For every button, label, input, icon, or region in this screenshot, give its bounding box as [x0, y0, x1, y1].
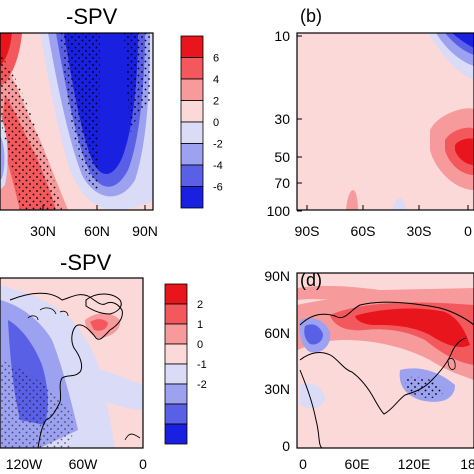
- stipple-continent: [0, 360, 75, 448]
- greenland-positive-core: [90, 319, 108, 331]
- panel-b-y-tick-label: 100: [267, 203, 291, 219]
- left-negative-core: [0, 135, 5, 180]
- colorbar-bottom-swatch: [164, 283, 188, 305]
- colorbar-top-label: 6: [213, 53, 219, 65]
- colorbar-bottom-label: -1: [197, 359, 207, 371]
- coastline-arctic: [299, 301, 474, 326]
- panel-b-field: [297, 33, 474, 210]
- atlantic-negative: [75, 368, 143, 410]
- panel-b-y-tick-label: 50: [274, 149, 290, 165]
- coastline-japan: [447, 358, 456, 370]
- panel-b-x-tick-label: 60S: [351, 223, 376, 239]
- top-right-negative-core: [452, 33, 474, 48]
- colorbar-top-swatch: [180, 35, 204, 58]
- colorbar-top-swatch: [180, 78, 204, 101]
- coastline-south-eurasia: [299, 337, 467, 415]
- panel-d-x-tick-label: 18: [460, 456, 474, 472]
- panel-d-field: [297, 273, 474, 448]
- panel-d: (d): [296, 270, 474, 449]
- colorbar-top-swatch: [180, 143, 204, 166]
- colorbar-bottom-swatch: [164, 423, 188, 445]
- panel-a-frame: [0, 32, 154, 211]
- panel-b-x-tick-label: 0: [464, 223, 472, 239]
- panel-b-y-tick-label: 30: [274, 111, 290, 127]
- bottom-negative-blip: [392, 198, 406, 210]
- panel-b: (b): [296, 6, 474, 211]
- panel-d-x-tick-label: 0: [299, 456, 307, 472]
- colorbar-top-label: 0: [213, 117, 219, 129]
- panel-d-y-tick-label: 90N: [264, 268, 290, 284]
- coastline-arctic-islands: [27, 307, 69, 321]
- lower-right-positive-core: [455, 138, 474, 165]
- colorbar-top-label: 2: [213, 96, 219, 108]
- panel-a: -SPV: [0, 4, 154, 211]
- panel-c-x-tick-label: 0: [139, 456, 147, 472]
- panel-d-frame: [296, 272, 474, 449]
- colorbar-top: 6 4 2 0 -2 -4 -6: [180, 35, 223, 209]
- bottom-positive-blip: [346, 190, 358, 210]
- coastline-europe: [124, 433, 141, 441]
- colorbar-bottom-swatch: [164, 343, 188, 365]
- panel-a-x-tick-label: 90N: [132, 223, 158, 239]
- panel-c-frame: [0, 277, 144, 449]
- panel-d-x-tick-label: 120E: [398, 456, 431, 472]
- colorbar-top-swatch: [180, 100, 204, 123]
- panel-d-y-tick-label: 60N: [264, 325, 290, 341]
- colorbar-bottom-swatch: [164, 323, 188, 345]
- colorbar-top-swatch: [180, 121, 204, 144]
- panel-b-x-tick-label: 30S: [407, 223, 432, 239]
- stipple-negative: [60, 33, 100, 190]
- panel-d-x-tick-label: 60E: [345, 456, 370, 472]
- panel-c-title: -SPV: [60, 250, 112, 275]
- panel-b-y-tick-label: 10: [274, 28, 290, 44]
- panel-b-frame: [296, 32, 474, 211]
- panel-a-title: -SPV: [66, 4, 118, 29]
- colorbar-top-label: -2: [213, 139, 223, 151]
- colorbar-bottom-label: 1: [197, 319, 203, 331]
- coastline-greenland: [85, 293, 122, 315]
- panel-b-x-tick-label: 90S: [295, 223, 320, 239]
- colorbar-bottom-label: 2: [197, 299, 203, 311]
- panel-d-y-tick-label: 0: [282, 438, 290, 454]
- panel-a-x-tick-label: 30N: [30, 223, 56, 239]
- colorbar-top-label: -6: [213, 182, 223, 194]
- panel-c: -SPV: [0, 250, 144, 449]
- coastline-africa: [299, 369, 323, 448]
- colorbar-top-swatch: [180, 57, 204, 80]
- panel-c-x-tick-label: 120W: [6, 456, 43, 472]
- colorbar-bottom-swatch: [164, 303, 188, 325]
- colorbar-top-swatch: [180, 186, 204, 209]
- panel-c-field: [0, 278, 143, 448]
- panel-d-y-tick-label: 30N: [264, 381, 290, 397]
- top-left-strong: [0, 33, 12, 66]
- colorbar-top-label: -4: [213, 160, 223, 172]
- colorbar-bottom-swatch: [164, 363, 188, 385]
- stipple-positive: [0, 55, 62, 210]
- eurasia-positive-core: [355, 308, 470, 347]
- panel-c-x-tick-label: 60W: [69, 456, 99, 472]
- colorbar-bottom-swatch: [164, 383, 188, 405]
- colorbar-bottom-label: 0: [197, 339, 203, 351]
- panel-a-field: [0, 33, 153, 210]
- colorbar-top-label: 4: [213, 74, 219, 86]
- europe-negative-core: [304, 324, 323, 345]
- colorbar-top-swatch: [180, 164, 204, 187]
- colorbar-bottom: 2 1 0 -1 -2: [164, 283, 207, 445]
- panel-d-title: (d): [300, 270, 322, 290]
- panel-a-x-tick-label: 60N: [84, 223, 110, 239]
- colorbar-bottom-label: -2: [197, 379, 207, 391]
- panel-b-title: (b): [300, 6, 322, 26]
- panel-b-y-tick-label: 70: [274, 175, 290, 191]
- stipple-right: [124, 33, 150, 135]
- stipple-east-asia: [404, 376, 445, 398]
- africa-negative: [300, 383, 325, 409]
- colorbar-bottom-swatch: [164, 403, 188, 425]
